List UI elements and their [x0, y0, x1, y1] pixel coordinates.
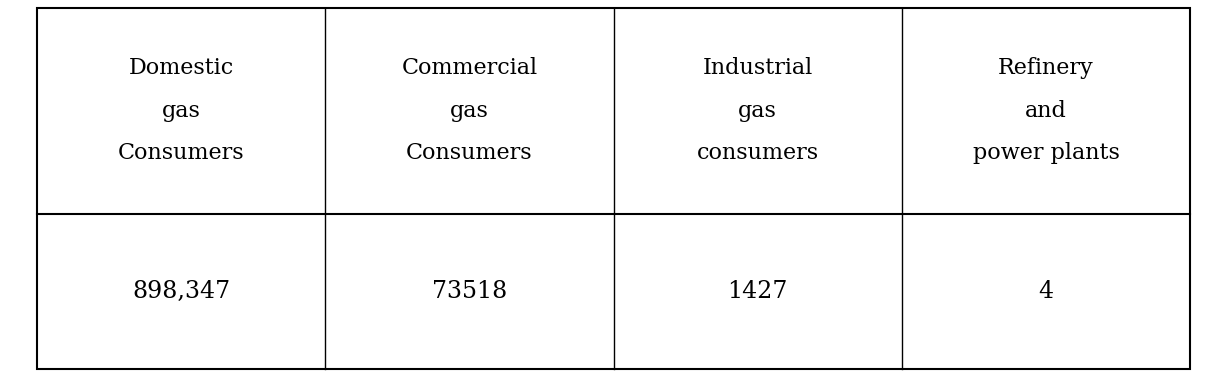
Text: Commercial
gas
Consumers: Commercial gas Consumers: [401, 57, 537, 164]
Text: 1427: 1427: [728, 280, 788, 303]
Text: 898,347: 898,347: [133, 280, 229, 303]
Text: Domestic
gas
Consumers: Domestic gas Consumers: [118, 57, 244, 164]
Text: Industrial
gas
consumers: Industrial gas consumers: [697, 57, 818, 164]
Text: 4: 4: [1038, 280, 1054, 303]
Text: 73518: 73518: [432, 280, 507, 303]
Text: Refinery
and
power plants: Refinery and power plants: [973, 57, 1119, 164]
